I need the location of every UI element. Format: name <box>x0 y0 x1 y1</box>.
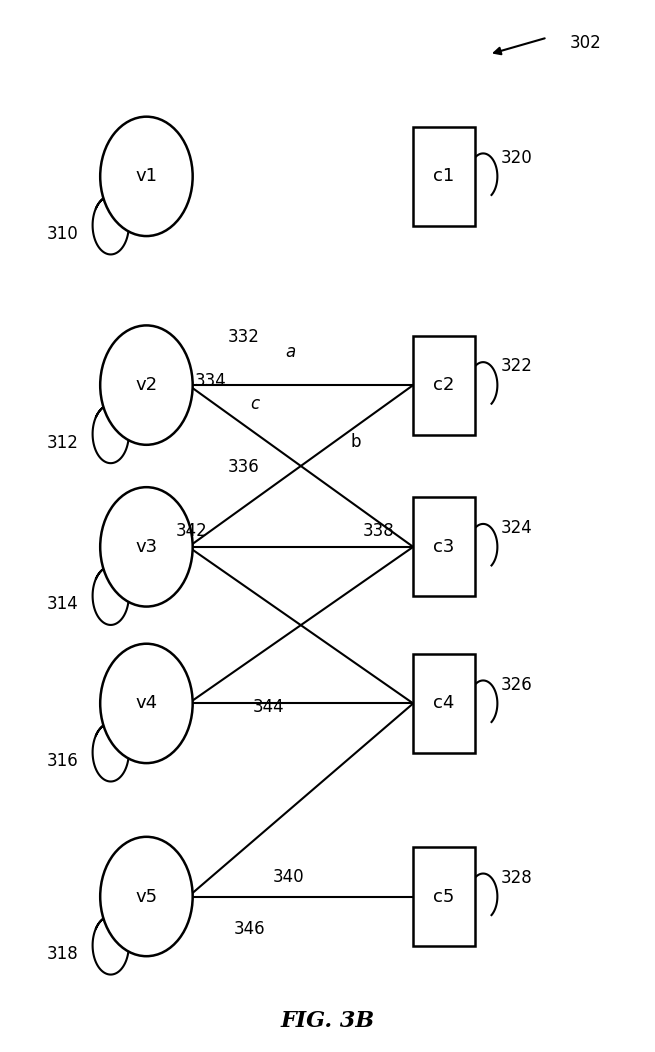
Bar <box>413 127 475 226</box>
Text: a: a <box>286 343 295 361</box>
Text: c: c <box>250 396 259 413</box>
Bar <box>413 654 475 753</box>
Text: 346: 346 <box>234 920 265 938</box>
Text: 338: 338 <box>363 522 395 540</box>
Text: b: b <box>350 432 361 451</box>
Ellipse shape <box>100 644 193 763</box>
Text: v3: v3 <box>136 538 157 555</box>
Text: v2: v2 <box>136 377 157 394</box>
Text: 310: 310 <box>47 225 78 243</box>
Text: c5: c5 <box>433 888 455 906</box>
Text: 324: 324 <box>501 519 533 538</box>
Text: c1: c1 <box>433 167 455 185</box>
Text: v4: v4 <box>136 694 157 712</box>
Text: c3: c3 <box>433 538 455 555</box>
Text: 336: 336 <box>227 458 259 476</box>
Text: 320: 320 <box>501 148 533 166</box>
Text: FIG. 3B: FIG. 3B <box>280 1010 375 1032</box>
Ellipse shape <box>100 836 193 956</box>
Text: 340: 340 <box>272 868 304 886</box>
Text: 326: 326 <box>501 675 533 693</box>
Text: 314: 314 <box>47 595 78 613</box>
Text: 302: 302 <box>570 34 602 52</box>
Text: c4: c4 <box>433 694 455 712</box>
Text: v5: v5 <box>136 888 157 906</box>
Text: v1: v1 <box>136 167 157 185</box>
Text: 342: 342 <box>176 522 207 540</box>
Bar <box>413 498 475 596</box>
Text: 332: 332 <box>227 328 259 346</box>
Text: 344: 344 <box>253 697 285 716</box>
Text: c2: c2 <box>433 377 455 394</box>
Text: 328: 328 <box>501 869 533 887</box>
Bar <box>413 847 475 946</box>
Text: 312: 312 <box>47 433 79 451</box>
Bar <box>413 336 475 434</box>
Text: 318: 318 <box>47 945 78 963</box>
Ellipse shape <box>100 117 193 236</box>
Text: 322: 322 <box>500 358 533 376</box>
Text: 316: 316 <box>47 752 78 770</box>
Ellipse shape <box>100 325 193 445</box>
Text: 334: 334 <box>195 372 227 390</box>
Ellipse shape <box>100 487 193 607</box>
